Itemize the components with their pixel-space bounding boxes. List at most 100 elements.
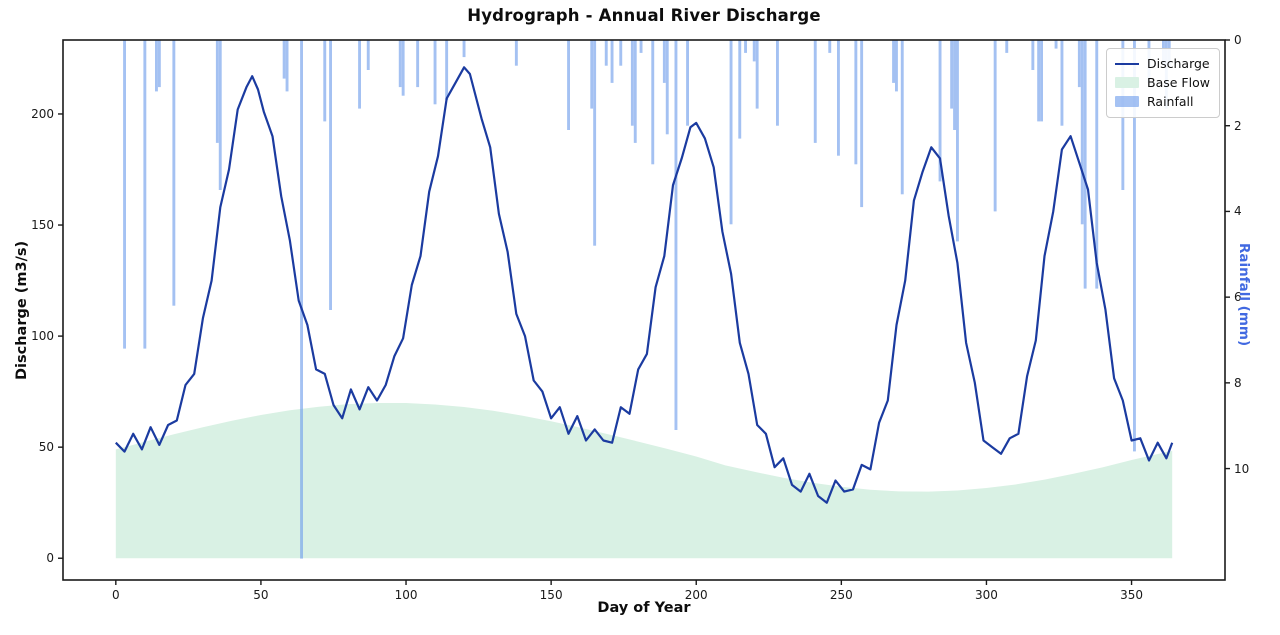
rainfall-bar: [953, 40, 956, 130]
rainfall-bar: [358, 40, 361, 109]
rainfall-bar: [610, 40, 614, 83]
rainfall-bar: [366, 40, 370, 70]
rainfall-bar: [300, 40, 303, 559]
rainfall-bar: [900, 40, 904, 195]
rainfall-bar: [172, 40, 176, 306]
rainfall-bar: [567, 40, 570, 130]
y-left-tick-label: 150: [31, 218, 54, 233]
legend-item-rainfall: Rainfall: [1115, 92, 1211, 111]
y-axis-left-label: Discharge (m3/s): [14, 240, 30, 380]
x-tick-label: 300: [974, 588, 998, 602]
rainfall-bar: [860, 40, 864, 208]
legend-item-baseflow: Base Flow: [1115, 73, 1211, 92]
rainfall-bar: [514, 40, 518, 66]
rainfall-bar: [837, 40, 840, 156]
rainfall-bar: [738, 40, 742, 139]
rainfall-bar: [398, 40, 402, 88]
rainfall-bar: [1005, 40, 1009, 53]
rainfall-bar: [686, 40, 689, 126]
rainfall-bar: [401, 40, 405, 96]
x-tick-label: 200: [684, 588, 708, 602]
rainfall-bar: [1080, 40, 1084, 225]
legend-item-discharge: Discharge: [1115, 54, 1211, 73]
rainfall-bar: [854, 40, 858, 165]
legend-label-discharge: Discharge: [1147, 56, 1210, 71]
rainfall-bar: [1037, 40, 1041, 122]
rainfall-bar: [143, 40, 147, 349]
rainfall-patch-swatch: [1115, 96, 1139, 107]
rainfall-bar: [445, 40, 449, 100]
rainfall-bar: [1060, 40, 1064, 126]
rainfall-bar: [619, 40, 623, 66]
rainfall-bar: [1054, 40, 1058, 49]
rainfall-bar: [938, 40, 942, 182]
rainfall-bar: [1031, 40, 1035, 70]
rainfall-bar: [155, 40, 158, 92]
y-axis-right-label: Rainfall (mm): [1236, 243, 1252, 347]
rainfall-bar: [633, 40, 637, 143]
x-tick-label: 0: [111, 588, 120, 602]
x-tick-label: 100: [394, 588, 418, 602]
rainfall-bar: [329, 40, 332, 310]
baseflow-patch-swatch: [1115, 77, 1139, 88]
y-right-tick-label: 2: [1234, 118, 1242, 133]
rainfall-bar: [215, 40, 219, 143]
rainfall-bar: [462, 40, 466, 58]
y-right-tick-label: 0: [1234, 33, 1242, 47]
rainfall-bar: [729, 40, 733, 225]
x-axis-label: Day of Year: [597, 600, 691, 616]
rainfall-bar: [950, 40, 954, 109]
rainfall-bar: [662, 40, 666, 83]
rainfall-bar: [416, 40, 420, 88]
legend-label-rainfall: Rainfall: [1147, 94, 1194, 109]
x-tick-label: 150: [539, 588, 563, 602]
x-tick-label: 250: [829, 588, 853, 602]
plot-border: [62, 39, 1226, 581]
rainfall-bar: [433, 40, 437, 105]
rainfall-bar: [218, 40, 222, 190]
rainfall-bar: [323, 40, 327, 122]
rainfall-bar: [674, 40, 678, 430]
y-right-tick-label: 4: [1234, 204, 1242, 219]
y-right-tick-label: 8: [1234, 375, 1242, 390]
rainfall-bar: [639, 40, 643, 53]
rainfall-bar: [651, 40, 655, 165]
rainfall-bar: [895, 40, 898, 92]
y-right-tick-label: 10: [1234, 461, 1250, 476]
rainfall-bar: [665, 40, 669, 135]
rainfall-bar: [752, 40, 756, 62]
rainfall-bar: [892, 40, 895, 83]
rainfall-bar: [590, 40, 594, 109]
rainfall-bar: [1133, 40, 1136, 452]
x-tick-label: 50: [253, 588, 269, 602]
discharge-line-swatch: [1115, 62, 1139, 65]
legend: Discharge Base Flow Rainfall: [1106, 48, 1220, 118]
chart-title: Hydrograph - Annual River Discharge: [467, 6, 821, 25]
y-left-tick-label: 200: [31, 106, 54, 121]
x-tick-label: 350: [1120, 588, 1143, 602]
rainfall-bar: [813, 40, 817, 143]
y-right-tick-label: 6: [1234, 290, 1242, 305]
legend-label-baseflow: Base Flow: [1147, 75, 1210, 90]
rainfall-bar: [776, 40, 779, 126]
rainfall-bar: [593, 40, 597, 246]
y-left-tick-label: 0: [46, 551, 54, 566]
y-left-tick-label: 100: [31, 329, 54, 344]
rainfall-bar: [828, 40, 832, 53]
rainfall-bar: [282, 40, 286, 79]
rainfall-bar: [604, 40, 608, 66]
rainfall-bar: [755, 40, 759, 109]
rainfall-bar: [744, 40, 747, 53]
discharge-line: [115, 66, 1174, 504]
rainfall-bar: [1077, 40, 1081, 88]
rainfall-bar: [1083, 40, 1087, 289]
rainfall-bar: [157, 40, 161, 88]
rainfall-bar: [1040, 40, 1043, 122]
rainfall-bar: [285, 40, 289, 92]
rainfall-bar: [993, 40, 997, 212]
y-left-tick-label: 50: [38, 440, 54, 455]
rainfall-bar: [1095, 40, 1099, 289]
baseflow-area: [115, 403, 1173, 559]
